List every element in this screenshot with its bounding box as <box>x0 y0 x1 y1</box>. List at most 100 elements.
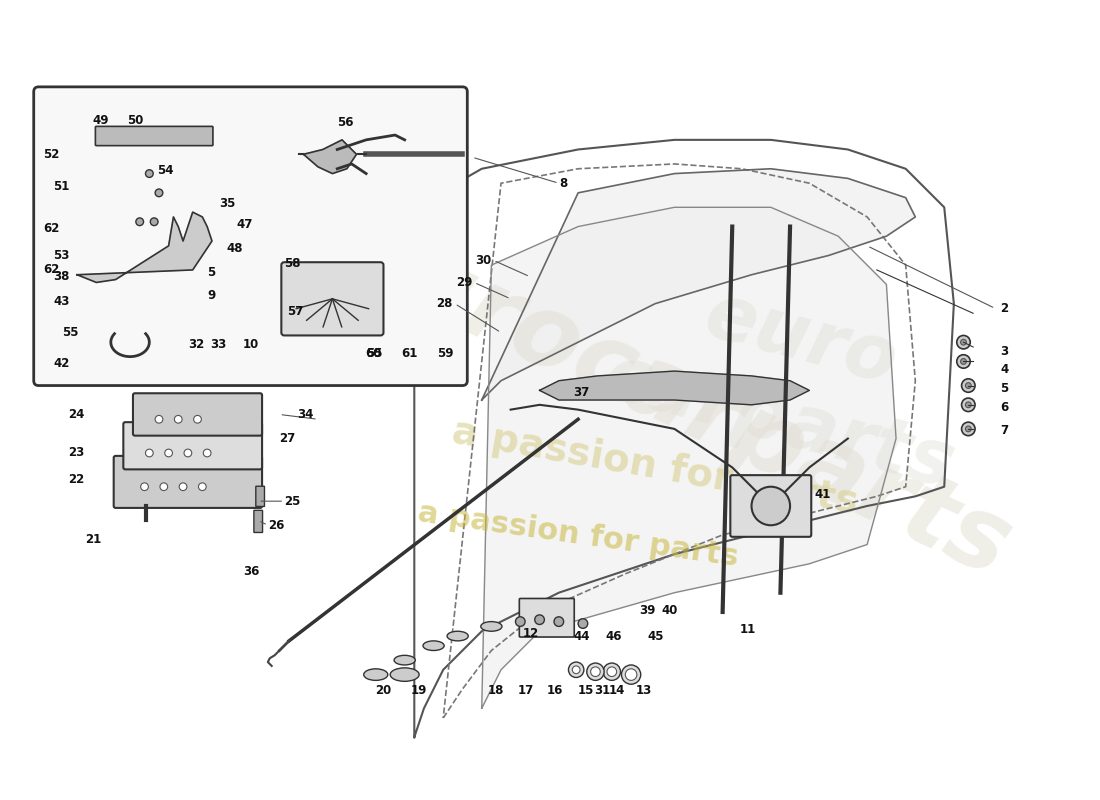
Text: 47: 47 <box>236 218 252 231</box>
Ellipse shape <box>364 669 388 680</box>
Text: 51: 51 <box>53 180 69 193</box>
Text: 18: 18 <box>488 685 505 698</box>
FancyBboxPatch shape <box>113 456 262 508</box>
Text: 55: 55 <box>365 347 382 360</box>
Text: 50: 50 <box>126 114 143 127</box>
Polygon shape <box>482 169 915 400</box>
Circle shape <box>751 486 790 526</box>
Circle shape <box>160 483 167 490</box>
Circle shape <box>966 382 971 389</box>
Text: 27: 27 <box>279 432 296 445</box>
Text: 11: 11 <box>740 623 756 636</box>
Text: 54: 54 <box>157 164 174 177</box>
Text: 62: 62 <box>43 222 59 235</box>
FancyBboxPatch shape <box>730 475 812 537</box>
Circle shape <box>579 618 587 628</box>
Circle shape <box>961 398 975 411</box>
Text: 16: 16 <box>547 685 563 698</box>
Circle shape <box>569 662 584 678</box>
Text: 9: 9 <box>207 290 216 302</box>
Text: 6: 6 <box>1000 402 1009 414</box>
Circle shape <box>145 170 153 178</box>
Circle shape <box>179 483 187 490</box>
Text: 32: 32 <box>188 338 205 350</box>
Text: 46: 46 <box>605 630 621 642</box>
FancyBboxPatch shape <box>519 598 574 637</box>
Text: 33: 33 <box>210 338 227 350</box>
Circle shape <box>184 449 191 457</box>
Text: 17: 17 <box>518 685 535 698</box>
Text: 29: 29 <box>455 276 472 289</box>
Text: 22: 22 <box>68 474 85 486</box>
Text: 10: 10 <box>243 338 260 350</box>
Circle shape <box>961 422 975 436</box>
Circle shape <box>204 449 211 457</box>
Ellipse shape <box>424 641 444 650</box>
Text: 12: 12 <box>522 626 539 640</box>
Polygon shape <box>482 207 896 708</box>
Circle shape <box>591 667 601 677</box>
Circle shape <box>625 669 637 680</box>
FancyBboxPatch shape <box>282 262 384 335</box>
Text: 28: 28 <box>437 297 453 310</box>
Circle shape <box>145 449 153 457</box>
Text: 13: 13 <box>636 685 651 698</box>
Text: 45: 45 <box>648 630 664 642</box>
Text: 60: 60 <box>365 347 382 360</box>
Text: a passion for parts: a passion for parts <box>416 498 740 572</box>
Text: 41: 41 <box>814 488 830 501</box>
Circle shape <box>960 339 967 345</box>
Text: 14: 14 <box>608 685 625 698</box>
Text: 59: 59 <box>437 347 453 360</box>
Ellipse shape <box>447 631 469 641</box>
Text: 57: 57 <box>287 305 304 318</box>
Text: 34: 34 <box>297 408 313 421</box>
FancyBboxPatch shape <box>133 394 262 436</box>
Text: 5: 5 <box>207 266 216 279</box>
Circle shape <box>586 663 604 680</box>
Text: 49: 49 <box>92 114 109 127</box>
FancyBboxPatch shape <box>256 486 264 506</box>
Circle shape <box>198 483 206 490</box>
Text: 37: 37 <box>573 386 590 398</box>
Circle shape <box>535 615 544 625</box>
Circle shape <box>957 354 970 368</box>
Circle shape <box>966 402 971 408</box>
Text: 25: 25 <box>284 494 300 508</box>
Text: euro
carparts: euro carparts <box>595 257 984 505</box>
Text: 39: 39 <box>639 603 656 617</box>
Ellipse shape <box>390 668 419 682</box>
Text: 48: 48 <box>227 242 243 255</box>
Text: 44: 44 <box>573 630 590 642</box>
Text: 62: 62 <box>43 263 59 277</box>
Polygon shape <box>304 140 356 174</box>
Circle shape <box>194 415 201 423</box>
Text: 20: 20 <box>375 685 392 698</box>
Ellipse shape <box>481 622 502 631</box>
Circle shape <box>165 449 173 457</box>
Text: 38: 38 <box>53 270 69 283</box>
Text: a passion for parts: a passion for parts <box>449 413 861 522</box>
Circle shape <box>141 483 149 490</box>
FancyBboxPatch shape <box>96 126 213 146</box>
Text: 52: 52 <box>43 148 59 161</box>
Circle shape <box>155 415 163 423</box>
Text: 8: 8 <box>559 177 568 190</box>
Text: 43: 43 <box>53 295 69 308</box>
Circle shape <box>961 379 975 392</box>
Circle shape <box>136 218 144 226</box>
Text: 7: 7 <box>1000 424 1009 438</box>
Text: 35: 35 <box>220 197 236 210</box>
Text: 30: 30 <box>475 254 492 266</box>
Circle shape <box>621 665 640 684</box>
Ellipse shape <box>394 655 416 665</box>
FancyBboxPatch shape <box>123 422 262 470</box>
Text: 24: 24 <box>68 408 85 421</box>
Polygon shape <box>540 371 810 405</box>
Text: 56: 56 <box>337 116 353 129</box>
Text: 2: 2 <box>1000 302 1009 315</box>
Circle shape <box>603 663 620 680</box>
Circle shape <box>957 335 970 349</box>
Text: 15: 15 <box>578 685 594 698</box>
Circle shape <box>572 666 580 674</box>
